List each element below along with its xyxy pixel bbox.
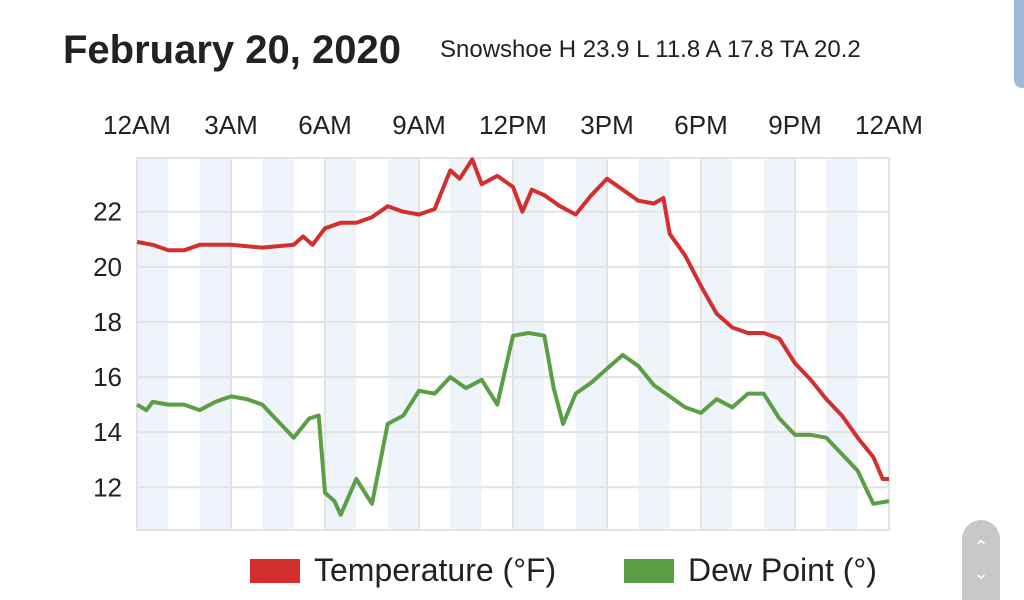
hour-band: [701, 158, 733, 530]
hour-band: [325, 158, 357, 530]
summary-stats: Snowshoe H 23.9 L 11.8 A 17.8 TA 20.2: [440, 36, 861, 63]
hour-band: [763, 158, 795, 530]
y-tick-label: 18: [93, 307, 122, 337]
hour-band: [826, 158, 858, 530]
x-tick-label: 9PM: [768, 110, 821, 140]
hour-band: [137, 158, 169, 530]
chevron-up-icon[interactable]: ⌃: [973, 537, 989, 557]
x-tick-label: 9AM: [392, 110, 445, 140]
y-tick-label: 14: [93, 417, 122, 447]
y-tick-label: 22: [93, 197, 122, 227]
hour-band: [575, 158, 607, 530]
legend-swatch-temperature: [250, 558, 300, 583]
y-tick-label: 12: [93, 472, 122, 502]
x-tick-label: 3PM: [580, 110, 633, 140]
hour-band: [387, 158, 419, 530]
hour-band: [513, 158, 545, 530]
x-tick-label: 6AM: [298, 110, 351, 140]
hour-band: [450, 158, 482, 530]
temperature-line: [136, 157, 889, 481]
x-tick-label: 12AM: [855, 110, 923, 140]
scroll-tab[interactable]: [1014, 0, 1024, 88]
x-tick-label: 12AM: [103, 110, 171, 140]
x-tick-label: 3AM: [204, 110, 257, 140]
y-tick-label: 20: [93, 252, 122, 282]
legend-dew-point[interactable]: Dew Point (°): [624, 552, 877, 589]
x-tick-label: 6PM: [674, 110, 727, 140]
legend-label: Dew Point (°): [688, 552, 877, 588]
page-title: February 20, 2020: [63, 28, 401, 72]
legend-swatch-dew-point: [624, 558, 674, 583]
dew-point-line: [135, 331, 890, 517]
hour-band: [638, 158, 670, 530]
y-tick-label: 16: [93, 362, 122, 392]
x-tick-label: 12PM: [479, 110, 547, 140]
hour-band: [262, 158, 294, 530]
legend-label: Temperature (°F): [314, 552, 557, 588]
scroll-widget[interactable]: ⌃ ⌄: [962, 520, 1000, 600]
legend-temperature[interactable]: Temperature (°F): [250, 552, 556, 589]
chevron-down-icon[interactable]: ⌄: [973, 563, 989, 583]
hour-band: [199, 158, 231, 530]
